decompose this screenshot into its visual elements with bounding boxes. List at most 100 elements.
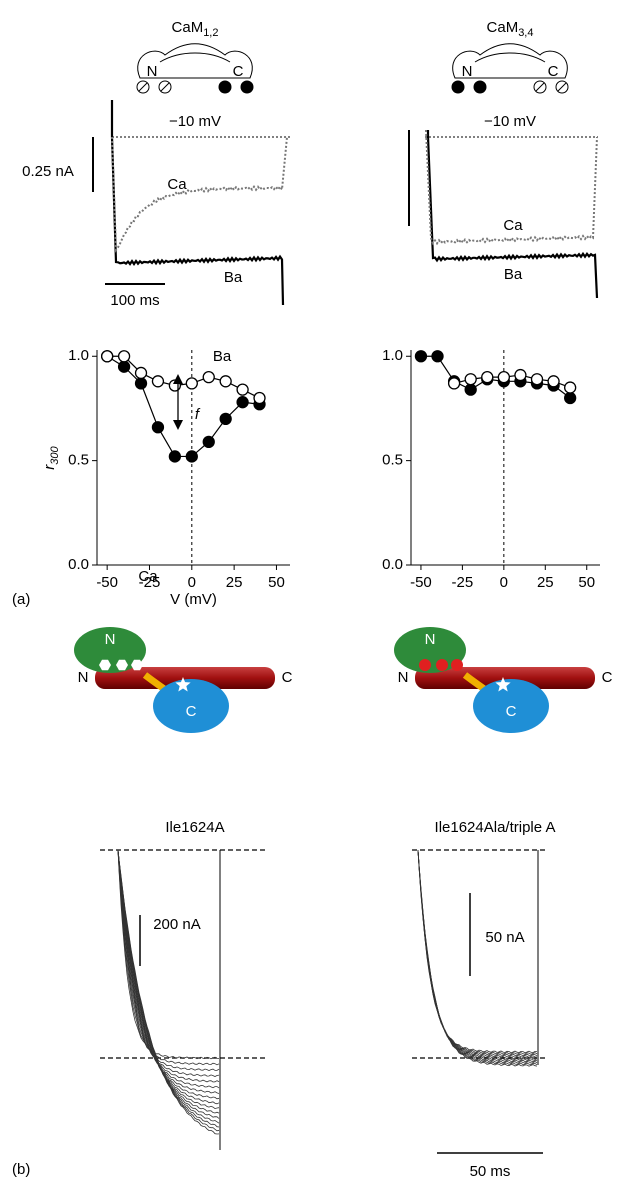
x-tick-label: 0 <box>500 574 508 591</box>
star <box>495 677 511 692</box>
x-tick-label: -50 <box>96 574 118 591</box>
label: Ca <box>138 568 158 585</box>
trace <box>159 52 231 63</box>
label: Ile1624A <box>165 819 224 836</box>
data-point <box>236 383 249 396</box>
trace <box>117 849 220 1135</box>
trace <box>417 849 538 1054</box>
data-point <box>547 375 560 388</box>
mutation <box>451 659 463 671</box>
ca-site <box>451 80 465 94</box>
trace <box>417 849 538 1066</box>
channel-rod <box>415 667 595 689</box>
label-sub: 300 <box>49 445 61 464</box>
trace <box>425 129 598 246</box>
residue <box>131 659 143 671</box>
trace <box>110 100 285 306</box>
ca-site-slash <box>138 82 148 92</box>
label: V (mV) <box>170 591 217 608</box>
label: 50 ms <box>470 1163 511 1180</box>
data-point <box>236 396 249 409</box>
ca-site-slash <box>557 82 567 92</box>
trace <box>117 849 220 1066</box>
label: Ba <box>213 348 232 365</box>
data-point <box>481 370 494 384</box>
y-tick-label: 1.0 <box>382 347 403 364</box>
lobe-label: C <box>186 703 197 720</box>
trace <box>417 849 538 1064</box>
label: 50 nA <box>485 929 524 946</box>
c-lobe <box>473 679 549 733</box>
n-lobe <box>394 627 466 673</box>
trace <box>137 43 253 79</box>
trace <box>426 130 599 299</box>
x-tick-label: -25 <box>452 574 474 591</box>
c-lobe <box>153 679 229 733</box>
trace <box>111 136 288 253</box>
data-point <box>497 370 510 384</box>
label: r300 <box>41 445 61 469</box>
data-point <box>101 350 114 363</box>
y-tick-label: 0.0 <box>382 556 403 573</box>
data-point <box>202 435 215 448</box>
data-point <box>431 350 444 363</box>
lobe-label: C <box>506 703 517 720</box>
data-point <box>134 377 148 390</box>
star <box>175 677 191 692</box>
data-point <box>564 381 577 394</box>
trace <box>117 849 220 1060</box>
trace <box>117 849 220 1077</box>
label: Ca <box>503 217 523 234</box>
label-main: CaM <box>172 19 204 36</box>
label: 100 ms <box>110 292 159 309</box>
ca-site <box>240 80 254 94</box>
data-point <box>464 373 477 386</box>
x-tick-label: 25 <box>537 574 554 591</box>
series-line <box>106 355 260 458</box>
trace <box>474 52 546 63</box>
x-tick-label: 50 <box>268 574 285 591</box>
trace <box>117 849 220 1100</box>
trace <box>417 849 538 1063</box>
ca-site <box>473 80 487 94</box>
label: C <box>282 669 293 686</box>
label: C <box>602 669 613 686</box>
trace <box>117 849 220 1089</box>
lobe-label: N <box>425 631 436 648</box>
data-point <box>151 375 165 388</box>
ca-site-slash <box>160 82 170 92</box>
label: C <box>233 63 244 80</box>
label: N <box>462 63 473 80</box>
trace <box>117 849 220 1083</box>
y-tick-label: 0.0 <box>68 556 89 573</box>
channel-rod <box>95 667 275 689</box>
series-line <box>107 355 260 399</box>
label: CaM1,2 <box>172 19 219 39</box>
trace <box>417 849 538 1055</box>
label-sub: 3,4 <box>518 27 533 39</box>
data-point <box>414 350 428 363</box>
trace <box>417 849 537 1058</box>
trace <box>452 43 568 79</box>
ca-site <box>218 80 232 94</box>
data-point <box>117 350 131 363</box>
trace <box>417 849 538 1060</box>
data-point <box>219 412 232 426</box>
data-point <box>185 450 198 463</box>
x-tick-label: 50 <box>578 574 595 591</box>
label: (b) <box>12 1161 30 1178</box>
label: −10 mV <box>484 113 536 130</box>
trace <box>417 849 538 1067</box>
data-point <box>151 421 165 434</box>
label-main: r <box>41 464 58 470</box>
data-point <box>514 368 527 382</box>
data-point <box>530 373 544 386</box>
label: Ba <box>224 269 243 286</box>
data-point <box>117 360 131 373</box>
data-point <box>447 377 461 390</box>
data-point <box>185 377 198 390</box>
ca-site-slash <box>535 82 545 92</box>
label: 0.25 nA <box>22 163 74 180</box>
label: N <box>78 669 89 686</box>
